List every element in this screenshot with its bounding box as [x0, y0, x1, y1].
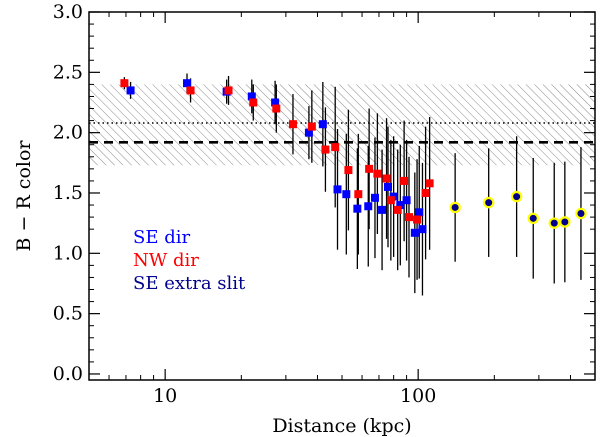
nw-dir-point: [344, 166, 353, 175]
y-tick-label: 3.0: [53, 1, 83, 23]
se-extra-slit-point: [510, 190, 523, 203]
se-dir-point: [378, 205, 387, 214]
se-dir-point: [271, 98, 280, 107]
se-dir-point: [304, 128, 313, 137]
nw-dir-point: [307, 122, 316, 131]
se-dir-point: [318, 120, 327, 129]
y-tick-label: 1.0: [53, 242, 83, 264]
se-dir-point: [396, 201, 405, 210]
se-dir-point: [370, 193, 379, 202]
nw-dir-point: [421, 188, 430, 197]
se-dir-point: [402, 196, 411, 205]
legend-entry-se-dir: SE dir: [133, 227, 190, 248]
y-tick-label: 2.5: [53, 61, 83, 83]
nw-dir-point: [425, 179, 434, 188]
se-extra-slit-point: [527, 212, 539, 225]
se-dir-point: [333, 185, 342, 194]
nw-dir-point: [331, 143, 340, 152]
x-tick-label: 10: [153, 385, 177, 407]
nw-dir-point: [272, 104, 281, 113]
nw-dir-point: [404, 213, 413, 222]
se-dir-point: [410, 228, 419, 237]
nw-dir-point: [386, 196, 395, 205]
nw-dir-point: [354, 190, 363, 199]
y-axis-label: B − R color: [13, 140, 35, 252]
nw-dir-point: [400, 176, 409, 185]
y-tick-label: 2.0: [53, 122, 83, 144]
axes: 0.0 0.5 1.0 1.5 2.0 2.5 3.0 10 100: [53, 1, 596, 407]
se-extra-slit-point: [548, 217, 560, 229]
se-extra-slit-point: [449, 201, 461, 214]
legend-entry-nw-dir: NW dir: [133, 250, 199, 271]
se-dir-point: [364, 202, 373, 211]
nw-dir-point: [120, 79, 129, 88]
se-dir-point: [384, 182, 393, 191]
nw-dir-point: [393, 205, 402, 214]
y-tick-label: 0.0: [53, 363, 83, 385]
se-dir-point: [415, 208, 424, 217]
se-extra-slit-point: [559, 216, 571, 228]
x-tick-label: 100: [400, 385, 436, 407]
nw-dir-point: [365, 164, 374, 173]
legend-entry-se-extra-slit: SE extra slit: [133, 273, 246, 294]
se-extra-slit-point: [482, 196, 495, 209]
nw-dir-point: [413, 215, 422, 224]
y-tick-label: 0.5: [53, 303, 83, 325]
se-dir-point: [126, 86, 135, 95]
reference-lines: [89, 122, 595, 144]
nw-dir-point: [373, 169, 382, 178]
nw-dir-point: [186, 86, 195, 95]
nw-dir-point: [224, 86, 233, 95]
nw-dir-point: [321, 145, 330, 154]
y-tick-label: 1.5: [53, 182, 83, 204]
se-dir-point: [353, 204, 362, 213]
nw-dir-point: [249, 98, 258, 107]
se-dir-point: [342, 190, 351, 199]
reference-band: [89, 84, 595, 166]
se-extra-slit-point: [575, 207, 587, 220]
hatched-band: [89, 84, 595, 166]
se-dir-point: [418, 225, 427, 234]
x-axis-label: Distance (kpc): [272, 415, 411, 437]
se-dir-point: [247, 92, 256, 101]
nw-dir-point: [288, 120, 297, 129]
se-dir-point: [183, 79, 192, 88]
nw-dir-point: [382, 174, 391, 183]
data-markers: [120, 79, 587, 237]
